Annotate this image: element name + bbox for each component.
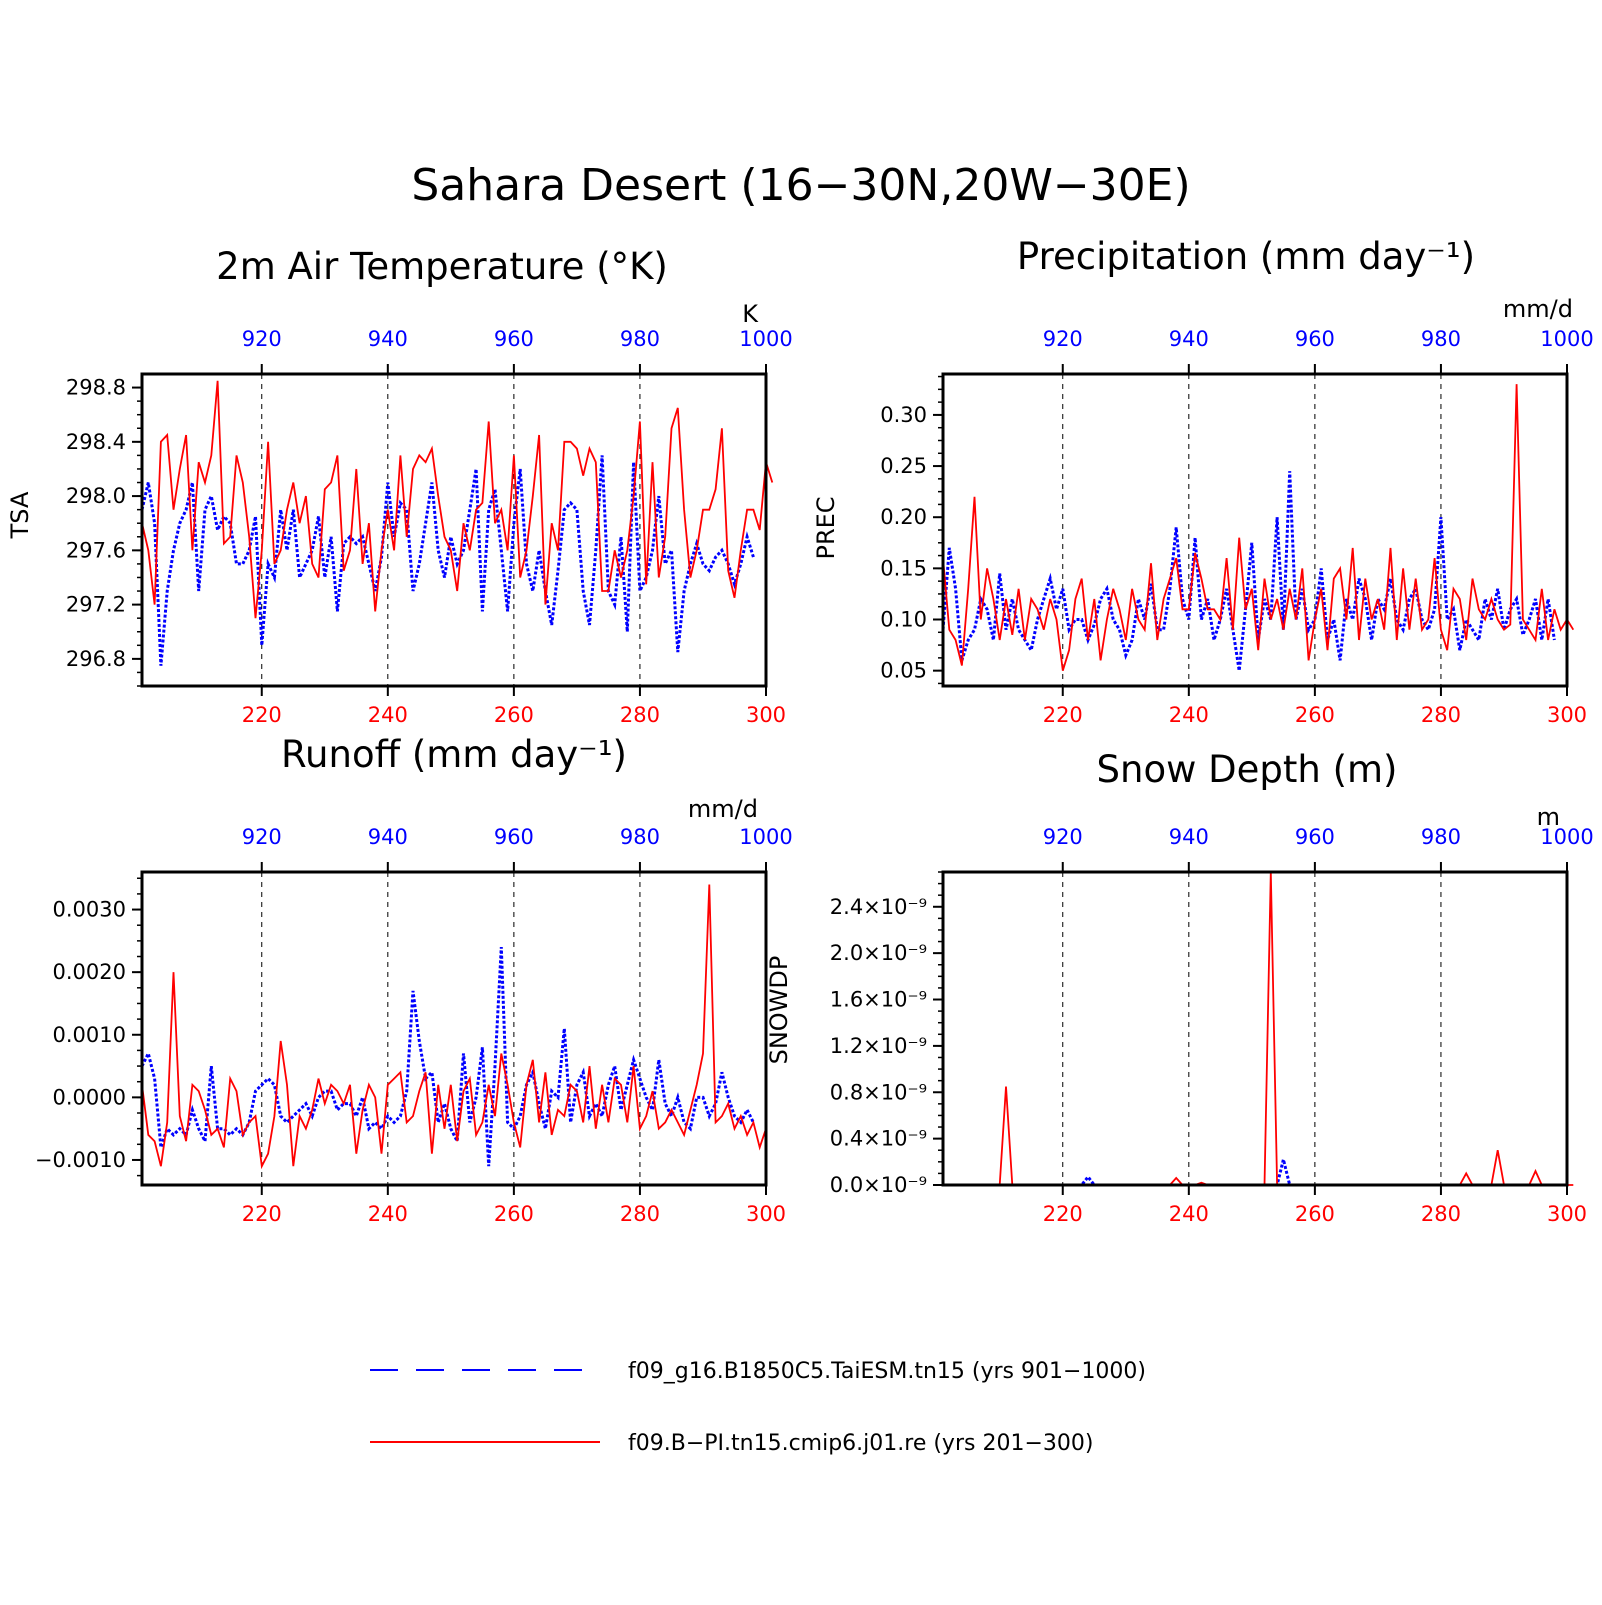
y-tick-label: 0.0030 xyxy=(53,898,126,922)
units-label: m xyxy=(1537,803,1560,831)
x-tick-label-top: 940 xyxy=(368,825,408,849)
x-tick-label-top: 1000 xyxy=(739,327,792,351)
plot-frame xyxy=(941,372,1569,688)
units-label: mm/d xyxy=(1503,295,1573,323)
plot-frame xyxy=(140,870,768,1187)
x-tick-label-top: 980 xyxy=(1421,825,1461,849)
series-line-red xyxy=(942,384,1575,671)
y-tick-label: 0.0020 xyxy=(53,960,126,984)
y-tick-label: 298.0 xyxy=(66,484,126,508)
x-tick-label-bottom: 280 xyxy=(620,1202,660,1226)
y-tick-label: 0.0010 xyxy=(53,1023,126,1047)
x-tick-label-bottom: 220 xyxy=(1043,1202,1083,1226)
series-line-red xyxy=(943,871,1574,1186)
y-tick-label: 0.0000 xyxy=(53,1085,126,1109)
series-line-blue xyxy=(941,471,1556,671)
x-tick-label-top: 960 xyxy=(1295,327,1335,351)
y-axis-label: SNOWDP xyxy=(765,956,793,1065)
x-tick-label-bottom: 220 xyxy=(1043,703,1083,727)
plot-frame xyxy=(941,870,1569,1187)
y-tick-label: 0.30 xyxy=(880,403,927,427)
y-tick-label: 296.8 xyxy=(66,647,126,671)
y-tick-label: 297.6 xyxy=(66,538,126,562)
panel-air-temperature: 2m Air Temperature (°K) K TSA 296.8 297.2… xyxy=(6,245,793,727)
y-tick-label: 2.0×10⁻⁹ xyxy=(830,941,927,965)
y-tick-label: 1.2×10⁻⁹ xyxy=(830,1034,927,1058)
y-tick-label: −0.0010 xyxy=(35,1148,126,1172)
series-line-red xyxy=(141,380,774,619)
panel-runoff: Runoff (mm day⁻¹) mm/d −0.0010 0.0000 0.00… xyxy=(35,733,793,1226)
plot-frame xyxy=(140,372,768,688)
x-tick-label-top: 960 xyxy=(494,825,534,849)
y-tick-label: 298.4 xyxy=(66,430,126,454)
y-tick-label: 0.8×10⁻⁹ xyxy=(830,1080,927,1104)
panel-title: Runoff (mm day⁻¹) xyxy=(281,733,627,776)
y-tick-label: 0.20 xyxy=(880,505,927,529)
x-tick-label-top: 980 xyxy=(620,327,660,351)
legend-label-red: f09.B−PI.tn15.cmip6.j01.re (yrs 201−300) xyxy=(628,1431,1093,1456)
series-line-red xyxy=(141,884,767,1170)
units-label: mm/d xyxy=(688,795,758,823)
x-tick-label-top: 980 xyxy=(1421,327,1461,351)
x-tick-label-top: 1000 xyxy=(1540,327,1593,351)
x-tick-label-bottom: 280 xyxy=(1421,1202,1461,1226)
x-tick-label-bottom: 240 xyxy=(368,703,408,727)
panel-title: 2m Air Temperature (°K) xyxy=(216,245,668,288)
y-tick-label: 1.6×10⁻⁹ xyxy=(830,988,927,1012)
y-tick-label: 0.15 xyxy=(880,556,927,580)
x-tick-label-bottom: 240 xyxy=(1169,703,1209,727)
x-tick-label-bottom: 240 xyxy=(1169,1202,1209,1226)
x-tick-label-top: 920 xyxy=(1043,327,1083,351)
y-tick-label: 297.2 xyxy=(66,593,126,617)
legend: f09_g16.B1850C5.TaiESM.tn15 (yrs 901−100… xyxy=(370,1359,1146,1456)
panel-precipitation: Precipitation (mm day⁻¹) mm/d PREC 0.05 0… xyxy=(812,235,1594,727)
y-tick-label: 0.10 xyxy=(880,608,927,632)
x-tick-label-bottom: 220 xyxy=(242,1202,282,1226)
y-tick-label: 0.05 xyxy=(880,659,927,683)
x-tick-label-top: 1000 xyxy=(1540,825,1593,849)
x-tick-label-top: 980 xyxy=(620,825,660,849)
x-tick-label-top: 960 xyxy=(494,327,534,351)
series-line-blue xyxy=(943,1159,1567,1187)
y-tick-label: 0.4×10⁻⁹ xyxy=(830,1127,927,1151)
units-label: K xyxy=(742,300,759,328)
x-tick-label-bottom: 300 xyxy=(746,703,786,727)
x-tick-label-top: 1000 xyxy=(739,825,792,849)
x-tick-label-top: 940 xyxy=(368,327,408,351)
panel-title: Precipitation (mm day⁻¹) xyxy=(1017,235,1475,278)
x-tick-label-bottom: 300 xyxy=(746,1202,786,1226)
x-tick-label-bottom: 280 xyxy=(1421,703,1461,727)
x-tick-label-bottom: 260 xyxy=(494,1202,534,1226)
series-line-blue xyxy=(140,455,755,666)
x-tick-label-bottom: 260 xyxy=(1295,703,1335,727)
x-tick-label-top: 940 xyxy=(1169,825,1209,849)
y-tick-label: 298.8 xyxy=(66,376,126,400)
panel-title: Snow Depth (m) xyxy=(1097,748,1398,791)
legend-label-blue: f09_g16.B1850C5.TaiESM.tn15 (yrs 901−100… xyxy=(628,1359,1146,1384)
x-tick-label-bottom: 260 xyxy=(1295,1202,1335,1226)
panel-snow-depth: Snow Depth (m) m SNOWDP 0.0×10⁻⁹ 0.4×10⁻⁹… xyxy=(765,748,1594,1226)
figure-title: Sahara Desert (16−30N,20W−30E) xyxy=(411,160,1190,211)
y-tick-label: 0.25 xyxy=(880,454,927,478)
x-tick-label-top: 960 xyxy=(1295,825,1335,849)
y-axis-label: TSA xyxy=(6,491,34,539)
x-tick-label-bottom: 280 xyxy=(620,703,660,727)
x-tick-label-top: 940 xyxy=(1169,327,1209,351)
x-tick-label-bottom: 240 xyxy=(368,1202,408,1226)
x-tick-label-top: 920 xyxy=(242,825,282,849)
x-tick-label-bottom: 260 xyxy=(494,703,534,727)
x-tick-label-top: 920 xyxy=(242,327,282,351)
x-tick-label-bottom: 300 xyxy=(1547,703,1587,727)
y-tick-label: 2.4×10⁻⁹ xyxy=(830,895,927,919)
x-tick-label-bottom: 220 xyxy=(242,703,282,727)
x-tick-label-bottom: 300 xyxy=(1547,1202,1587,1226)
y-tick-label: 0.0×10⁻⁹ xyxy=(830,1173,927,1197)
x-tick-label-top: 920 xyxy=(1043,825,1083,849)
y-axis-label: PREC xyxy=(812,496,840,559)
series-line-blue xyxy=(140,947,755,1167)
